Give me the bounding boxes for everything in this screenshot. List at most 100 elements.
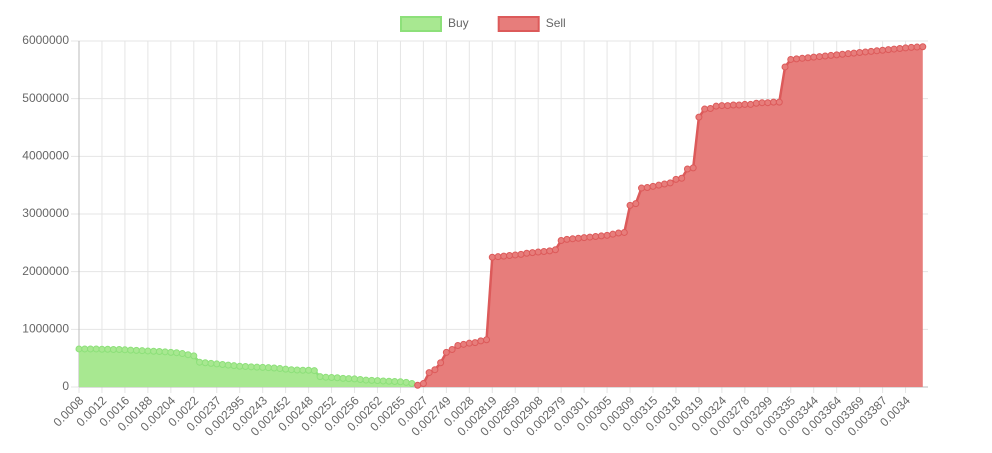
point [213,360,221,368]
point [385,377,393,385]
point [150,347,158,355]
point [574,234,582,242]
point [517,250,525,258]
y-tick-label: 6000000 [22,33,69,47]
point [643,183,651,191]
point [907,43,915,51]
point [597,232,605,240]
legend-swatch [497,16,540,32]
point [689,164,697,172]
point [282,365,290,373]
point [287,366,295,374]
point [167,348,175,356]
point [580,234,588,242]
point [173,349,181,357]
point [626,201,634,209]
point [437,359,445,367]
point [115,346,123,354]
y-tick-label: 0 [62,379,69,393]
point [402,378,410,386]
point [660,180,668,188]
point [190,352,198,360]
point [764,99,772,107]
point [414,381,422,389]
point [729,101,737,109]
point [844,50,852,58]
point [500,252,508,260]
point [879,46,887,54]
point [724,102,732,110]
point [741,100,749,108]
point [609,230,617,238]
point [896,44,904,52]
legend-swatch [400,16,442,32]
point [695,113,703,121]
point [471,339,479,347]
point [638,184,646,192]
point [109,346,117,354]
point [758,99,766,107]
point [316,373,324,381]
point [236,362,244,370]
point [919,43,927,51]
point [494,253,502,261]
point [511,251,519,259]
point [821,52,829,60]
point [132,346,140,354]
point [86,345,94,353]
point [259,363,267,371]
point [534,248,542,256]
point [488,253,496,261]
point [207,359,215,367]
point [138,347,146,355]
point [884,46,892,54]
point [379,377,387,385]
point [322,373,330,381]
point [224,361,232,369]
point [75,345,83,353]
point [264,364,272,372]
area [417,46,923,388]
point [155,348,163,356]
point [706,104,714,112]
point [339,374,347,382]
y-tick-label: 2000000 [22,264,69,278]
point [161,348,169,356]
point [253,363,261,371]
point [305,366,313,374]
point [603,231,611,239]
point [856,49,864,57]
point [391,378,399,386]
point [299,366,307,374]
point [247,363,255,371]
point [362,376,370,384]
point [678,174,686,182]
point [586,233,594,241]
point [569,235,577,243]
point [827,51,835,59]
point [241,363,249,371]
point [121,346,129,354]
point [465,339,473,347]
point [649,182,657,190]
point [592,232,600,240]
point [793,55,800,63]
point [127,346,135,354]
point [431,366,439,374]
point [373,377,381,385]
point [219,361,226,369]
point [804,54,812,62]
point [833,51,841,59]
point [735,101,743,109]
point [655,181,663,189]
point [293,366,301,374]
point [752,99,760,107]
point [557,237,565,245]
point [787,55,795,63]
point [815,53,823,61]
point [523,249,531,257]
point [712,102,720,110]
point [563,235,571,243]
point [775,98,783,106]
point [92,345,100,353]
